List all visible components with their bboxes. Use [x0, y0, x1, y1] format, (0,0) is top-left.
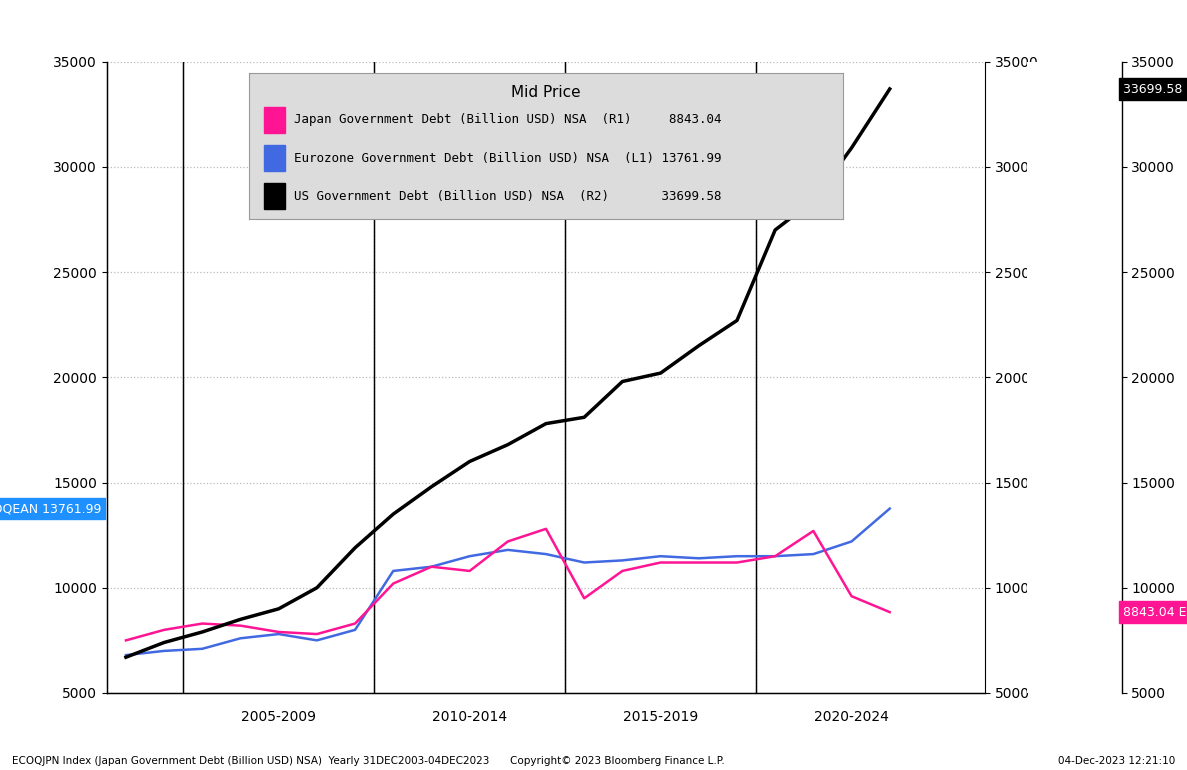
FancyBboxPatch shape — [264, 183, 285, 209]
Text: 2020-2024: 2020-2024 — [814, 710, 889, 724]
Text: Eurozone Government Debt (Billion USD) NSA  (L1) 13761.99: Eurozone Government Debt (Billion USD) N… — [293, 152, 722, 165]
FancyBboxPatch shape — [264, 145, 285, 171]
Text: 2015-2019: 2015-2019 — [623, 710, 698, 724]
Text: ECOQEAN 13761.99: ECOQEAN 13761.99 — [0, 502, 101, 515]
Text: 2010-2014: 2010-2014 — [432, 710, 507, 724]
FancyBboxPatch shape — [264, 107, 285, 133]
Text: 8843.04 ECOQJPN: 8843.04 ECOQJPN — [1123, 606, 1187, 618]
Text: 2005-2009: 2005-2009 — [241, 710, 316, 724]
Text: 04-Dec-2023 12:21:10: 04-Dec-2023 12:21:10 — [1058, 756, 1175, 766]
Text: US Government Debt (Billion USD) NSA  (R2)       33699.58: US Government Debt (Billion USD) NSA (R2… — [293, 189, 722, 203]
Text: Copyright© 2023 Bloomberg Finance L.P.: Copyright© 2023 Bloomberg Finance L.P. — [510, 756, 724, 766]
Text: ECOQJPN Index (Japan Government Debt (Billion USD) NSA)  Yearly 31DEC2003-04DEC2: ECOQJPN Index (Japan Government Debt (Bi… — [12, 756, 489, 766]
Text: 33699.58 ECOQUSN: 33699.58 ECOQUSN — [1123, 82, 1187, 95]
Text: Japan Government Debt (Billion USD) NSA  (R1)     8843.04: Japan Government Debt (Billion USD) NSA … — [293, 113, 722, 126]
Text: Mid Price: Mid Price — [512, 85, 580, 100]
